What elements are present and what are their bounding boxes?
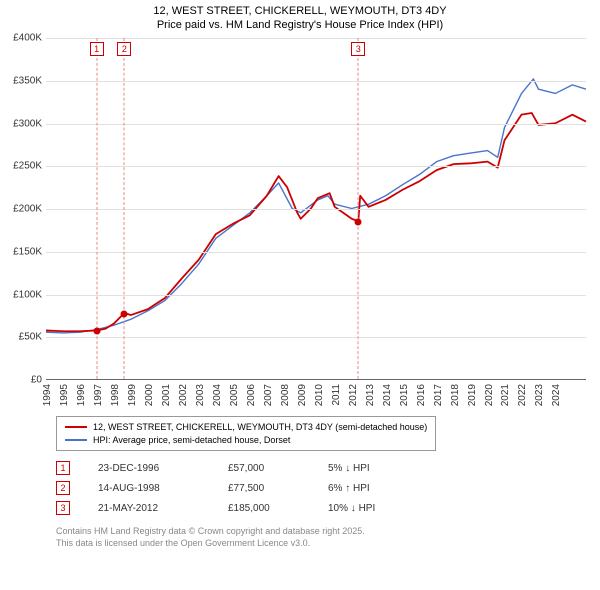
y-tick-label: £0	[31, 375, 42, 386]
gridline	[46, 337, 586, 338]
y-tick-label: £400K	[13, 33, 42, 44]
sale-dot	[121, 310, 128, 317]
sale-marker-box: 2	[117, 42, 131, 56]
gridline	[46, 209, 586, 210]
x-tick-label: 2002	[178, 384, 189, 406]
x-tick-label: 1998	[110, 384, 121, 406]
legend-item: HPI: Average price, semi-detached house,…	[65, 434, 427, 447]
gridline	[46, 124, 586, 125]
gridline	[46, 295, 586, 296]
x-tick-label: 2020	[484, 384, 495, 406]
x-tick-label: 1999	[127, 384, 138, 406]
transaction-date: 21-MAY-2012	[98, 503, 228, 514]
gridline	[46, 81, 586, 82]
legend-label: HPI: Average price, semi-detached house,…	[93, 434, 290, 447]
transaction-num-box: 1	[56, 461, 70, 475]
gridline	[46, 252, 586, 253]
x-tick-label: 2018	[450, 384, 461, 406]
y-tick-label: £250K	[13, 161, 42, 172]
sale-marker-box: 3	[351, 42, 365, 56]
transaction-date: 14-AUG-1998	[98, 483, 228, 494]
x-tick-label: 1994	[42, 384, 53, 406]
x-tick-label: 2014	[382, 384, 393, 406]
y-tick-label: £100K	[13, 289, 42, 300]
series-price_paid	[46, 113, 586, 331]
y-tick-label: £50K	[19, 332, 42, 343]
x-tick-label: 2000	[144, 384, 155, 406]
gridline	[46, 166, 586, 167]
x-tick-label: 2011	[331, 384, 342, 406]
transaction-date: 23-DEC-1996	[98, 463, 228, 474]
x-tick-label: 1997	[93, 384, 104, 406]
transaction-delta: 6% ↑ HPI	[328, 483, 428, 494]
x-tick-label: 2012	[348, 384, 359, 406]
plot-region: 12 3	[46, 38, 586, 380]
title-line-1: 12, WEST STREET, CHICKERELL, WEYMOUTH, D…	[0, 4, 600, 18]
x-tick-label: 1995	[59, 384, 70, 406]
transaction-row: 1 23-DEC-1996£57,0005% ↓ HPI	[56, 458, 428, 478]
chart-title-block: 12, WEST STREET, CHICKERELL, WEYMOUTH, D…	[0, 0, 600, 35]
x-tick-label: 2019	[467, 384, 478, 406]
y-tick-label: £150K	[13, 246, 42, 257]
x-tick-label: 2006	[246, 384, 257, 406]
x-tick-label: 2017	[433, 384, 444, 406]
gridline	[46, 38, 586, 39]
x-tick-label: 2024	[551, 384, 562, 406]
y-tick-label: £200K	[13, 204, 42, 215]
transaction-delta: 5% ↓ HPI	[328, 463, 428, 474]
legend-swatch	[65, 426, 87, 428]
legend-item: 12, WEST STREET, CHICKERELL, WEYMOUTH, D…	[65, 421, 427, 434]
sale-marker-line	[358, 38, 359, 379]
x-tick-label: 2023	[534, 384, 545, 406]
transaction-price: £57,000	[228, 463, 328, 474]
transaction-price: £77,500	[228, 483, 328, 494]
transactions-table: 1 23-DEC-1996£57,0005% ↓ HPI 2 14-AUG-1998£…	[56, 458, 428, 518]
x-tick-label: 2016	[416, 384, 427, 406]
y-tick-label: £350K	[13, 75, 42, 86]
transaction-delta: 10% ↓ HPI	[328, 503, 428, 514]
x-tick-label: 2008	[280, 384, 291, 406]
sale-marker-line	[124, 38, 125, 379]
transaction-num-box: 2	[56, 481, 70, 495]
x-tick-label: 2001	[161, 384, 172, 406]
x-tick-label: 2022	[517, 384, 528, 406]
footer-line-2: This data is licensed under the Open Gov…	[56, 538, 365, 550]
x-tick-label: 2004	[212, 384, 223, 406]
sale-dot	[93, 328, 100, 335]
transaction-row: 3 21-MAY-2012£185,00010% ↓ HPI	[56, 498, 428, 518]
x-tick-label: 2003	[195, 384, 206, 406]
sale-marker-box: 1	[90, 42, 104, 56]
transaction-num-box: 3	[56, 501, 70, 515]
y-tick-label: £300K	[13, 118, 42, 129]
x-tick-label: 2007	[263, 384, 274, 406]
title-line-2: Price paid vs. HM Land Registry's House …	[0, 18, 600, 32]
transaction-row: 2 14-AUG-1998£77,5006% ↑ HPI	[56, 478, 428, 498]
x-tick-label: 2021	[500, 384, 511, 406]
transaction-price: £185,000	[228, 503, 328, 514]
x-tick-label: 2009	[297, 384, 308, 406]
x-tick-label: 2013	[365, 384, 376, 406]
x-tick-label: 1996	[76, 384, 87, 406]
x-tick-label: 2010	[314, 384, 325, 406]
legend-label: 12, WEST STREET, CHICKERELL, WEYMOUTH, D…	[93, 421, 427, 434]
sale-dot	[355, 218, 362, 225]
x-tick-label: 2005	[229, 384, 240, 406]
footer-line-1: Contains HM Land Registry data © Crown c…	[56, 526, 365, 538]
footer-attribution: Contains HM Land Registry data © Crown c…	[56, 526, 365, 549]
x-tick-label: 2015	[399, 384, 410, 406]
legend-swatch	[65, 439, 87, 440]
chart-area: 123 £0£50K£100K£150K£200K£250K£300K£350K…	[46, 38, 586, 408]
chart-legend: 12, WEST STREET, CHICKERELL, WEYMOUTH, D…	[56, 416, 436, 451]
